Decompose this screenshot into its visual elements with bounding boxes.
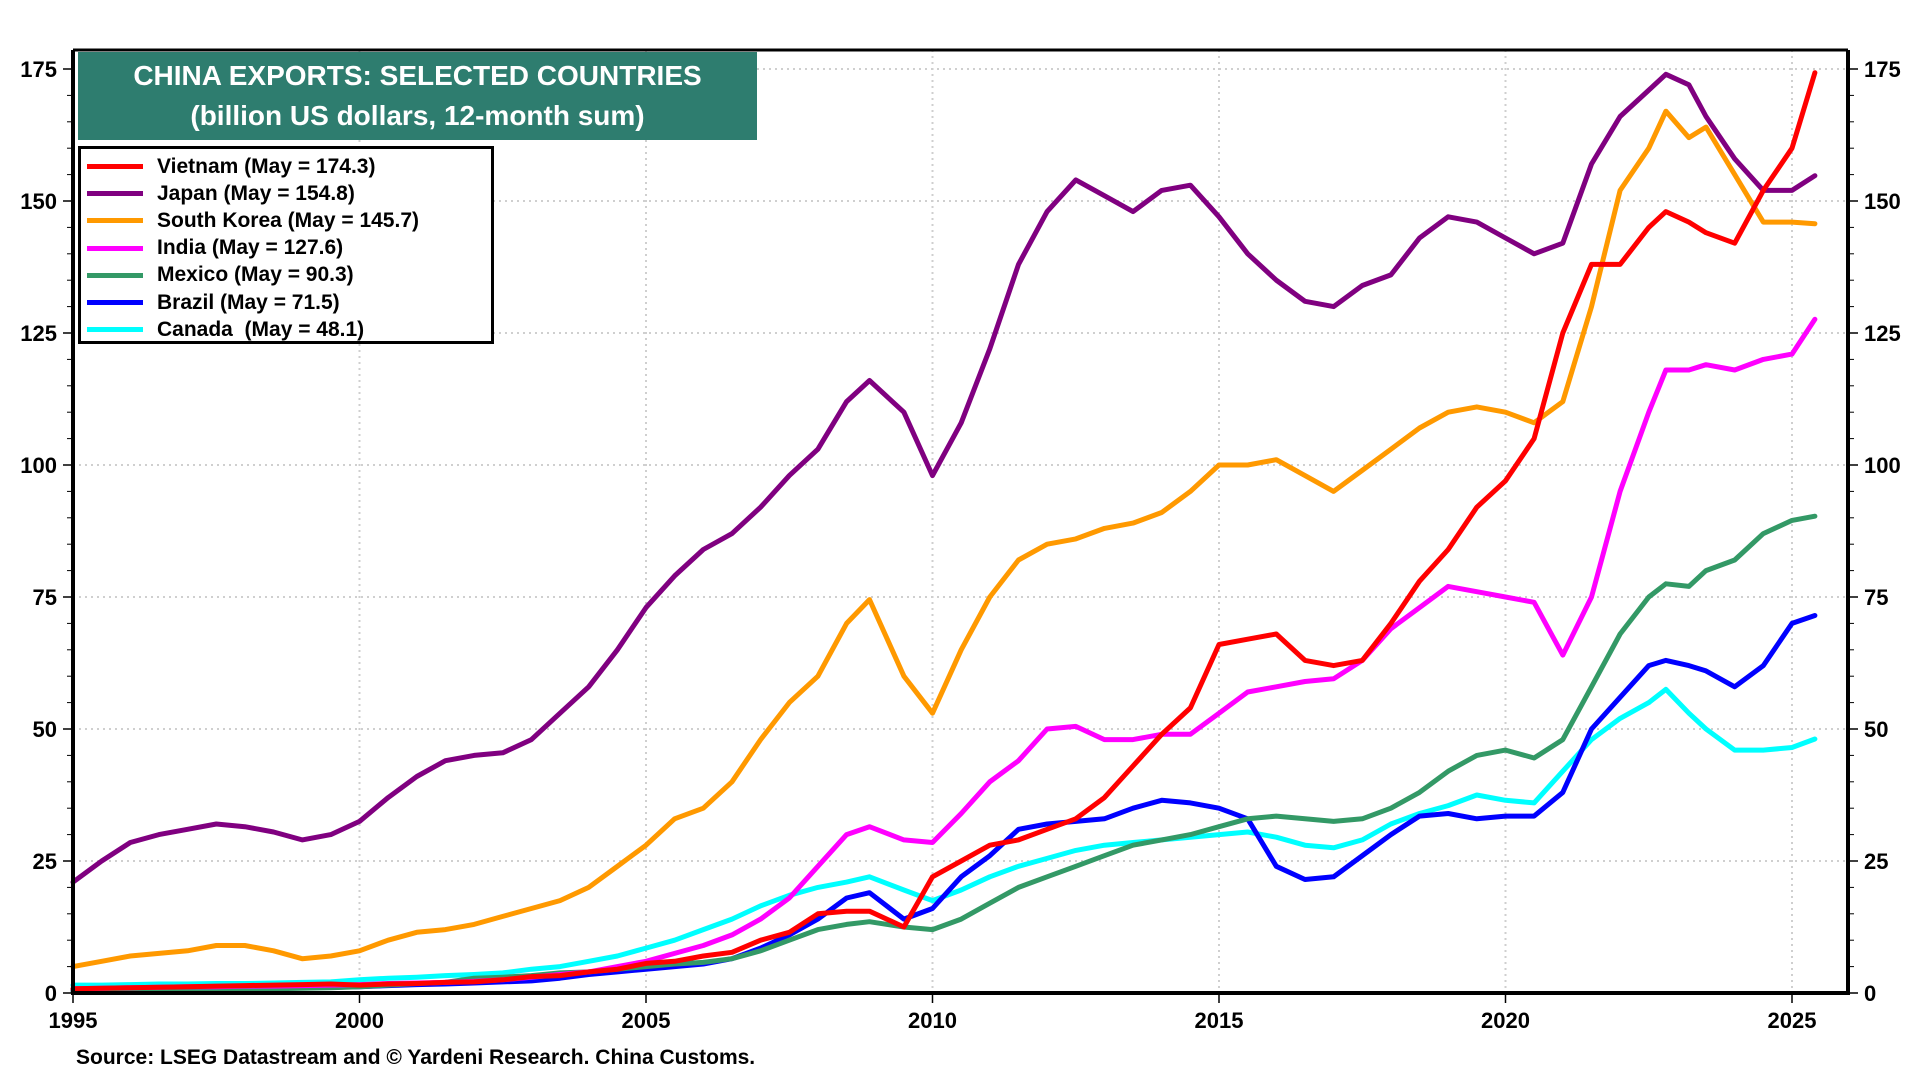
chart-title: CHINA EXPORTS: SELECTED COUNTRIES: [133, 60, 702, 91]
y-tick-label-right: 175: [1864, 57, 1901, 82]
series-lines: [70, 70, 1818, 994]
x-tick-label: 2020: [1481, 1008, 1530, 1033]
legend-item-canada: Canada (May = 48.1): [87, 316, 491, 343]
legend-swatch: [87, 245, 143, 251]
y-tick-label-right: 150: [1864, 189, 1901, 214]
legend-item-japan: Japan (May = 154.8): [87, 180, 491, 207]
y-tick-label-right: 100: [1864, 453, 1901, 478]
axes: [63, 48, 1858, 1003]
legend-item-india: India (May = 127.6): [87, 235, 491, 262]
legend-swatch: [87, 327, 143, 333]
y-tick-label-left: 0: [45, 981, 57, 1006]
legend: Vietnam (May = 174.3) Japan (May = 154.8)…: [78, 146, 494, 344]
legend-label: South Korea (May = 145.7): [157, 208, 419, 232]
legend-swatch: [87, 218, 143, 224]
y-tick-label-right: 75: [1864, 585, 1888, 610]
y-tick-label-left: 175: [20, 57, 57, 82]
legend-item-vietnam: Vietnam (May = 174.3): [87, 153, 491, 180]
y-tick-label-right: 50: [1864, 717, 1888, 742]
series-line-vietnam: [70, 70, 1818, 992]
tick-labels: 0 0 25 25 50 50 75 75 100 100 125 125 150 150 175 175 19…: [20, 57, 1900, 1033]
series-line-india: [70, 316, 1818, 992]
y-tick-label-right: 125: [1864, 321, 1901, 346]
legend-label: Japan (May = 154.8): [157, 181, 355, 205]
legend-label: Canada (May = 48.1): [157, 317, 365, 341]
series-line-brazil: [70, 613, 1818, 994]
legend-item-brazil: Brazil (May = 71.5): [87, 289, 491, 316]
series-line-south-korea: [70, 108, 1818, 970]
series-line-mexico: [70, 513, 1818, 994]
legend-label: Mexico (May = 90.3): [157, 263, 354, 287]
legend-label: Vietnam (May = 174.3): [157, 154, 376, 178]
series-line-japan: [70, 71, 1818, 885]
series-line-canada: [70, 686, 1818, 988]
legend-label: India (May = 127.6): [157, 236, 344, 260]
y-tick-label-left: 150: [20, 189, 57, 214]
x-tick-label: 2015: [1195, 1008, 1244, 1033]
x-tick-label: 2010: [908, 1008, 957, 1033]
legend-swatch: [87, 164, 143, 170]
legend-swatch: [87, 272, 143, 278]
x-tick-label: 2000: [335, 1008, 384, 1033]
y-tick-label-left: 125: [20, 321, 57, 346]
x-tick-label: 2025: [1768, 1008, 1817, 1033]
legend-swatch: [87, 300, 143, 306]
chart-title-box: CHINA EXPORTS: SELECTED COUNTRIES (billi…: [78, 52, 757, 140]
y-tick-label-left: 75: [33, 585, 57, 610]
y-tick-label-left: 100: [20, 453, 57, 478]
y-tick-label-right: 25: [1864, 849, 1888, 874]
legend-item-mexico: Mexico (May = 90.3): [87, 262, 491, 289]
chart-subtitle: (billion US dollars, 12-month sum): [190, 100, 645, 131]
legend-item-south-korea: South Korea (May = 145.7): [87, 207, 491, 234]
source-note: Source: LSEG Datastream and © Yardeni Re…: [76, 1046, 756, 1069]
x-tick-label: 1995: [49, 1008, 98, 1033]
legend-label: Brazil (May = 71.5): [157, 290, 340, 314]
y-tick-label-right: 0: [1864, 981, 1876, 1006]
legend-swatch: [87, 191, 143, 197]
y-tick-label-left: 50: [33, 717, 57, 742]
x-tick-label: 2005: [622, 1008, 671, 1033]
y-tick-label-left: 25: [33, 849, 57, 874]
